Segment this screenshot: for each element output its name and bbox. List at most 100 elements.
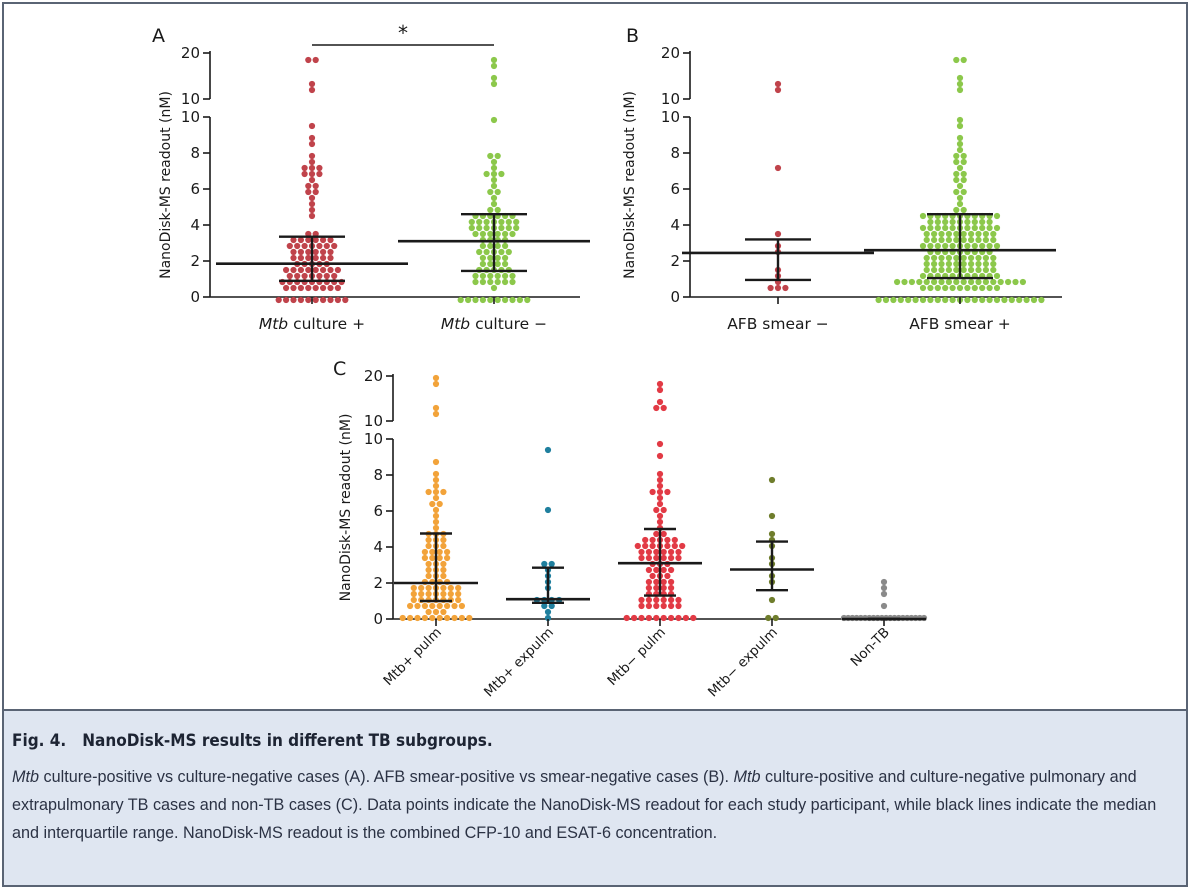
data-point xyxy=(436,500,443,508)
data-point xyxy=(908,278,916,286)
data-point xyxy=(638,602,645,610)
data-point xyxy=(498,224,505,232)
data-point xyxy=(308,80,316,88)
data-point xyxy=(290,236,297,244)
data-point xyxy=(960,188,967,196)
data-point xyxy=(410,590,417,598)
caption-title-text: NanoDisk-MS results in different TB subg… xyxy=(82,731,493,751)
data-point xyxy=(323,242,330,250)
data-point xyxy=(334,296,341,304)
data-point xyxy=(960,254,967,262)
data-point xyxy=(509,272,516,280)
data-point xyxy=(312,266,319,274)
data-point xyxy=(767,284,774,292)
data-point xyxy=(938,236,945,244)
data-point xyxy=(923,260,930,268)
data-point xyxy=(927,284,934,292)
data-point xyxy=(664,536,671,544)
data-point xyxy=(660,404,667,412)
data-point xyxy=(875,296,882,304)
data-point xyxy=(490,116,498,124)
data-point xyxy=(993,212,1001,220)
data-point xyxy=(312,296,319,304)
data-point xyxy=(312,182,319,190)
data-point xyxy=(432,506,440,514)
data-point xyxy=(656,440,664,448)
data-point xyxy=(432,518,440,526)
data-point xyxy=(290,284,297,292)
data-point xyxy=(679,542,686,550)
data-point xyxy=(880,584,888,592)
data-point xyxy=(447,590,454,598)
data-point xyxy=(509,296,516,304)
y-axis-label: NanoDisk-MS readout (nM) xyxy=(158,91,174,279)
data-point xyxy=(938,230,945,238)
data-point xyxy=(882,296,890,304)
data-point xyxy=(429,500,436,508)
x-tick-label-italic: Mtb xyxy=(441,315,475,333)
data-point xyxy=(675,596,682,604)
data-point xyxy=(964,242,971,250)
data-point xyxy=(975,236,982,244)
data-point xyxy=(305,254,312,262)
data-point xyxy=(953,236,960,244)
data-point xyxy=(931,236,938,244)
data-point xyxy=(294,242,301,250)
data-point xyxy=(1008,296,1015,304)
data-point xyxy=(953,188,960,196)
data-point xyxy=(960,266,967,274)
data-point xyxy=(440,542,447,550)
caption-text-run: Mtb xyxy=(12,768,39,786)
data-point xyxy=(774,164,782,172)
data-point xyxy=(880,590,888,598)
data-point xyxy=(960,206,967,214)
data-point xyxy=(476,224,483,232)
data-point xyxy=(671,536,678,544)
data-point xyxy=(505,218,512,226)
data-point xyxy=(305,296,312,304)
data-point xyxy=(472,272,479,280)
data-point xyxy=(668,578,675,586)
data-point xyxy=(447,584,454,592)
data-point xyxy=(682,614,690,622)
y-axis-label: NanoDisk-MS readout (nM) xyxy=(338,414,354,602)
data-point xyxy=(968,266,975,274)
data-point xyxy=(290,248,297,256)
data-point xyxy=(649,488,656,496)
data-point xyxy=(490,182,498,190)
data-point xyxy=(297,236,304,244)
data-point xyxy=(774,284,782,292)
data-point xyxy=(645,566,653,574)
data-point xyxy=(1012,278,1019,286)
data-point xyxy=(945,236,953,244)
data-point xyxy=(912,296,919,304)
data-point xyxy=(916,278,923,286)
data-point xyxy=(410,584,417,592)
data-point xyxy=(327,284,334,292)
data-point xyxy=(297,284,304,292)
data-point xyxy=(290,266,297,274)
data-point xyxy=(986,296,993,304)
data-point xyxy=(986,284,993,292)
data-point xyxy=(945,254,953,262)
data-point xyxy=(675,602,682,610)
data-point xyxy=(436,548,443,556)
data-point xyxy=(964,224,971,232)
data-point xyxy=(956,116,964,124)
data-point xyxy=(982,230,990,238)
data-point xyxy=(483,248,490,256)
y-tick-label: 4 xyxy=(670,216,680,234)
data-point xyxy=(458,614,465,622)
data-point xyxy=(956,86,964,94)
data-point xyxy=(429,614,436,622)
data-point xyxy=(660,578,667,586)
data-point xyxy=(283,266,290,274)
data-point xyxy=(312,284,319,292)
data-point xyxy=(494,188,501,196)
data-point xyxy=(308,86,316,94)
data-point xyxy=(960,170,967,178)
y-tick-label: 8 xyxy=(373,466,383,484)
data-point xyxy=(283,296,290,304)
data-point xyxy=(425,542,432,550)
data-point xyxy=(990,266,997,274)
